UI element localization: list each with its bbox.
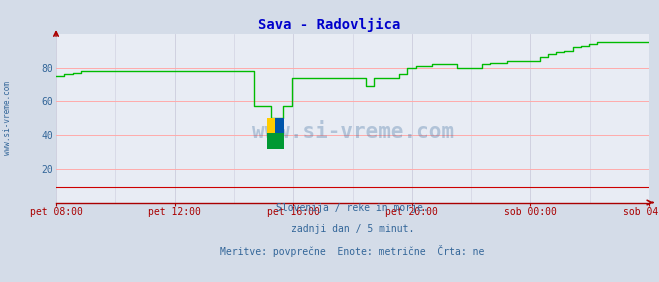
Text: zadnji dan / 5 minut.: zadnji dan / 5 minut.	[291, 224, 415, 234]
Text: Sava - Radovljica: Sava - Radovljica	[258, 18, 401, 32]
Text: Meritve: povprečne  Enote: metrične  Črta: ne: Meritve: povprečne Enote: metrične Črta:…	[220, 245, 485, 257]
Text: Slovenija / reke in morje.: Slovenija / reke in morje.	[276, 202, 429, 213]
Text: www.si-vreme.com: www.si-vreme.com	[3, 81, 13, 155]
Text: www.si-vreme.com: www.si-vreme.com	[252, 122, 453, 142]
